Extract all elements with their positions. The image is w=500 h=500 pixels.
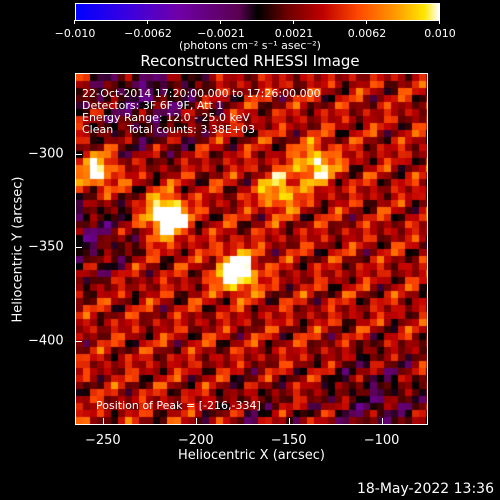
y-tick-mark [76, 153, 82, 155]
colorbar [75, 3, 440, 21]
colorbar-tick-label: 0.010 [424, 27, 456, 40]
y-tick-label: −300 [28, 146, 64, 161]
x-tick-label: −250 [85, 433, 121, 448]
y-tick-label: −350 [28, 239, 64, 255]
x-tick-label: −150 [270, 433, 307, 448]
y-tick-mark [76, 247, 82, 249]
colorbar-tick-mark [439, 20, 440, 24]
colorbar-tick-mark [220, 20, 221, 24]
plot-title: Reconstructed RHESSI Image [140, 52, 360, 70]
colorbar-tick-label: 0.0021 [274, 27, 314, 40]
x-tick-label: −100 [363, 433, 400, 448]
colorbar-tick-label: −0.0062 [124, 27, 172, 40]
x-tick-mark [381, 418, 383, 424]
colorbar-tick-label: −0.010 [54, 27, 96, 40]
x-axis-label: Heliocentric X (arcsec) [178, 448, 325, 463]
colorbar-tick-mark [74, 20, 75, 24]
info-total-counts: Clean Total counts: 3.38E+03 [82, 123, 256, 136]
image-plot[interactable]: 22-Oct-2014 17:20:00.000 to 17:26:00.000… [75, 73, 428, 425]
x-tick-mark [102, 418, 104, 424]
colorbar-tick-label: 0.0062 [347, 27, 387, 40]
y-tick-label: −400 [28, 333, 64, 349]
colorbar-unit: (photons cm⁻² s⁻¹ asec⁻²) [179, 39, 321, 52]
info-energy-range: Energy Range: 12.0 - 25.0 keV [82, 111, 250, 124]
y-axis-label: Heliocentric Y (arcsec) [10, 176, 26, 323]
peak-position: Position of Peak = [-216,-334] [96, 399, 261, 412]
info-time-range: 22-Oct-2014 17:20:00.000 to 17:26:00.000 [82, 87, 321, 100]
colorbar-tick-label: −0.0021 [197, 27, 245, 40]
heatmap-image [76, 74, 427, 424]
colorbar-tick-mark [147, 20, 148, 24]
colorbar-tick-mark [366, 20, 367, 24]
info-detectors: Detectors: 3F 6F 9F, Att 1 [82, 99, 224, 112]
colorbar-tick-mark [293, 20, 294, 24]
x-tick-mark [195, 418, 197, 424]
y-tick-mark [76, 340, 82, 342]
timestamp: 18-May-2022 13:36 [356, 481, 494, 497]
x-tick-label: −200 [177, 433, 214, 448]
x-tick-mark [288, 418, 290, 424]
